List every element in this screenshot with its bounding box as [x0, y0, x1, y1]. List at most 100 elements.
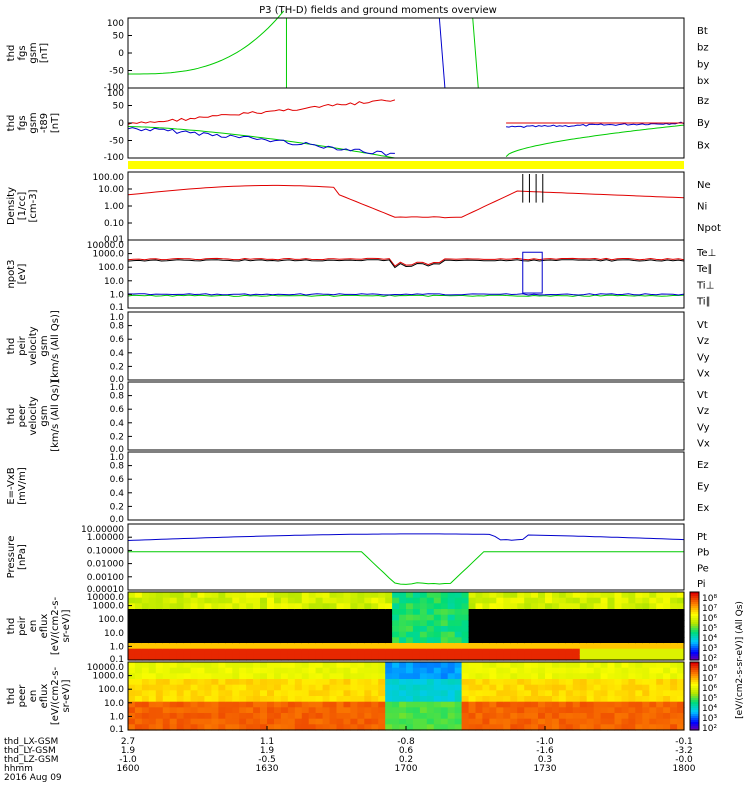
y-axis-label: peir: [17, 335, 28, 355]
colorbar-step: [690, 670, 699, 673]
spectrogram-cell: [371, 654, 379, 661]
y-tick-label: 10000.0: [87, 241, 124, 251]
spectrogram-cell: [253, 631, 261, 638]
spectrogram-cell: [670, 713, 678, 720]
spectrogram-cell: [336, 713, 344, 720]
spectrogram-cell: [287, 614, 296, 621]
spectrogram-cell: [371, 724, 379, 731]
legend-entry: Vx: [697, 438, 710, 449]
spectrogram-cell: [218, 597, 226, 604]
spectrogram-cell: [343, 603, 351, 610]
spectrogram-cell: [517, 597, 525, 604]
legend-entry: Ti∥: [696, 296, 711, 307]
spectrogram-cell: [628, 667, 636, 674]
spectrogram-cell: [482, 643, 490, 650]
spectrogram-cell: [572, 648, 581, 655]
spectrogram-cell: [322, 662, 331, 669]
spectrogram-cell: [308, 626, 317, 633]
spectrogram-cell: [155, 626, 164, 633]
spectrogram-cell: [218, 679, 226, 686]
spectrogram-cell: [426, 679, 435, 686]
spectrogram-cell: [642, 724, 650, 731]
spectrogram-cell: [670, 701, 678, 708]
spectrogram-cell: [635, 614, 643, 621]
spectrogram-cell: [260, 603, 268, 610]
spectrogram-cell: [392, 603, 400, 610]
spectrogram-cell: [454, 684, 463, 691]
spectrogram-cell: [134, 684, 143, 691]
spectrogram-cell: [510, 673, 518, 680]
spectrogram-cell: [642, 603, 650, 610]
spectrogram-cell: [635, 707, 643, 714]
spectrogram-cell: [468, 696, 477, 703]
spectrogram-cell: [558, 673, 567, 680]
spectrogram-cell: [315, 603, 324, 610]
spectrogram-cell: [572, 603, 581, 610]
spectrogram-cell: [538, 690, 546, 697]
spectrogram-cell: [301, 724, 310, 731]
spectrogram-cell: [315, 673, 324, 680]
spectrogram-cell: [419, 701, 428, 708]
spectrogram-cell: [475, 713, 483, 720]
spectrogram-cell: [239, 626, 247, 633]
spectrogram-cell: [496, 603, 504, 610]
spectrogram-cell: [211, 626, 219, 633]
spectrogram-cell: [642, 620, 650, 627]
spectrogram-cell: [385, 724, 393, 731]
y-axis-label: fgs: [17, 115, 28, 130]
spectrogram-cell: [565, 724, 574, 731]
spectrogram-cell: [677, 603, 685, 610]
spectrogram-cell: [663, 701, 671, 708]
spectrogram-cell: [211, 673, 219, 680]
spectrogram-cell: [385, 648, 393, 655]
spectrogram-cell: [649, 631, 657, 638]
spectrogram-cell: [329, 654, 337, 661]
spectrogram-cell: [607, 626, 615, 633]
spectrogram-cell: [468, 631, 477, 638]
spectrogram-cell: [482, 696, 490, 703]
spectrogram-cell: [503, 662, 511, 669]
spectrogram-cell: [364, 707, 372, 714]
spectrogram-cell: [579, 690, 588, 697]
spectrogram-cell: [531, 603, 539, 610]
spectrogram-cell: [350, 667, 358, 674]
spectrogram-cell: [336, 707, 344, 714]
spectrogram-cell: [475, 667, 483, 674]
spectrogram-cell: [447, 707, 456, 714]
spectrogram-cell: [586, 603, 595, 610]
spectrogram-cell: [267, 696, 275, 703]
colorbar-step: [690, 602, 699, 605]
spectrogram-cell: [489, 603, 497, 610]
x-axis-value: 1630: [256, 764, 279, 774]
spectrogram-cell: [141, 597, 150, 604]
spectrogram-cell: [162, 620, 171, 627]
spectrogram-cell: [232, 614, 240, 621]
spectrogram-cell: [496, 684, 504, 691]
spectrogram-cell: [274, 637, 282, 644]
spectrogram-cell: [538, 631, 546, 638]
spectrogram-cell: [454, 696, 463, 703]
colorbar-step: [690, 704, 699, 707]
spectrogram-cell: [628, 713, 636, 720]
spectrogram-cell: [406, 637, 414, 644]
spectrogram-cell: [260, 654, 268, 661]
spectrogram-cell: [496, 667, 504, 674]
spectrogram-cell: [155, 609, 164, 616]
spectrogram-cell: [593, 654, 602, 661]
spectrogram-cell: [412, 631, 421, 638]
spectrogram-cell: [239, 654, 247, 661]
spectrogram-cell: [572, 614, 581, 621]
spectrogram-cell: [670, 626, 678, 633]
spectrogram-cell: [162, 637, 171, 644]
spectrogram-cell: [496, 673, 504, 680]
spectrogram-cell: [406, 609, 414, 616]
spectrogram-cell: [336, 701, 344, 708]
spectrogram-cell: [496, 626, 504, 633]
spectrogram-cell: [593, 701, 602, 708]
spectrogram-cell: [211, 654, 219, 661]
spectrogram-cell: [677, 701, 685, 708]
spectrogram-cell: [267, 643, 275, 650]
spectrogram-cell: [260, 713, 268, 720]
spectrogram-cell: [482, 690, 490, 697]
colorbar-step: [690, 696, 699, 699]
